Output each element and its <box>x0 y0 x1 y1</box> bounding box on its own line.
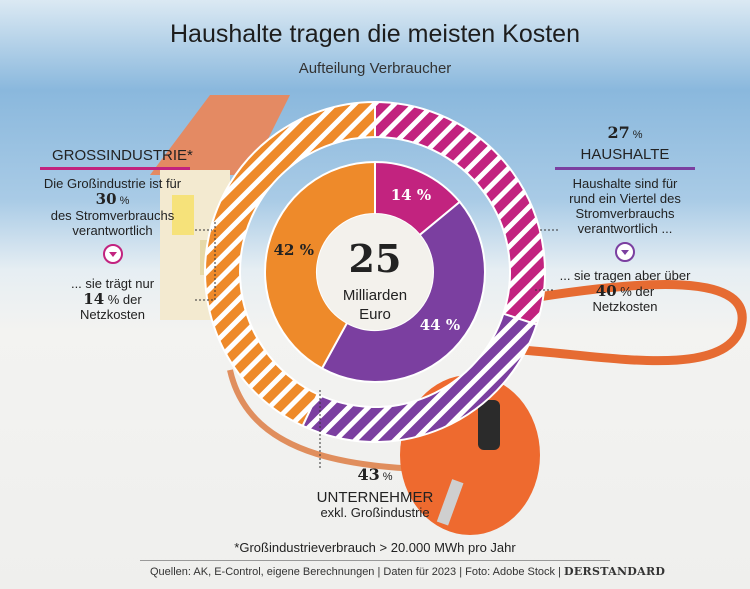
outer-slice-unternehmer <box>204 100 376 428</box>
haushalte-line7: Netzkosten <box>592 299 658 314</box>
grossindustrie-line1: Die Großindustrie ist für <box>43 176 182 191</box>
haushalte-line5: ... sie tragen aber über <box>559 268 691 283</box>
center-value: 25 <box>348 236 402 281</box>
data-label-inner-grossindustrie: 14 % <box>390 185 432 204</box>
center-unit-line1: Milliarden <box>342 287 408 304</box>
haushalte-line4: verantwortlich ... <box>577 221 673 236</box>
chevron-down-icon <box>615 242 635 262</box>
unternehmer-sub: exkl. Großindustrie <box>320 505 430 520</box>
haushalte-line3: Stromverbrauchs <box>575 206 675 221</box>
data-label-inner-unternehmer: 42 % <box>273 241 314 260</box>
haushalte-line1: Haushalte sind für <box>572 176 678 191</box>
center-unit-line2: Euro <box>359 306 391 323</box>
chart-title: Haushalte tragen die meisten Kosten <box>170 20 580 48</box>
haushalte-pct2: 40 % der <box>595 282 655 300</box>
grossindustrie-line4: verantwortlich <box>72 223 153 238</box>
inner-ring-netzkosten <box>264 160 486 383</box>
chevron-down-icon <box>103 244 123 264</box>
grossindustrie-line5: ... sie trägt nur <box>70 276 155 291</box>
grossindustrie-line7: Netzkosten <box>79 307 146 322</box>
haushalte-heading: HAUSHALTE <box>580 146 670 163</box>
source-divider <box>140 560 610 561</box>
brand-logo: DERSTANDARD <box>564 565 666 578</box>
haushalte-pct: 27 % <box>607 123 643 142</box>
source-line: Quellen: AK, E-Control, eigene Berechnun… <box>150 565 665 578</box>
grossindustrie-rule <box>40 167 190 170</box>
center-hole <box>317 214 433 330</box>
haushalte-rule <box>555 167 695 170</box>
haushalte-line2: rund ein Viertel des <box>569 191 681 206</box>
outer-ring-stromverbrauch <box>204 100 546 443</box>
grossindustrie-pct1: 30 % <box>95 190 130 208</box>
source-text: Quellen: AK, E-Control, eigene Berechnun… <box>150 566 561 578</box>
footnote: *Großindustrieverbrauch > 20.000 MWh pro… <box>234 540 516 555</box>
data-label-inner-haushalte: 44 % <box>419 315 461 334</box>
unternehmer-pct: 43 % <box>357 465 393 484</box>
grossindustrie-heading: GROSSINDUSTRIE* <box>52 147 193 164</box>
unternehmer-heading: UNTERNEHMER <box>316 489 434 506</box>
grossindustrie-line3: des Stromverbrauchs <box>50 208 175 223</box>
grossindustrie-pct2: 14 % der <box>83 290 142 308</box>
chart-subtitle: Aufteilung Verbraucher <box>298 60 452 77</box>
